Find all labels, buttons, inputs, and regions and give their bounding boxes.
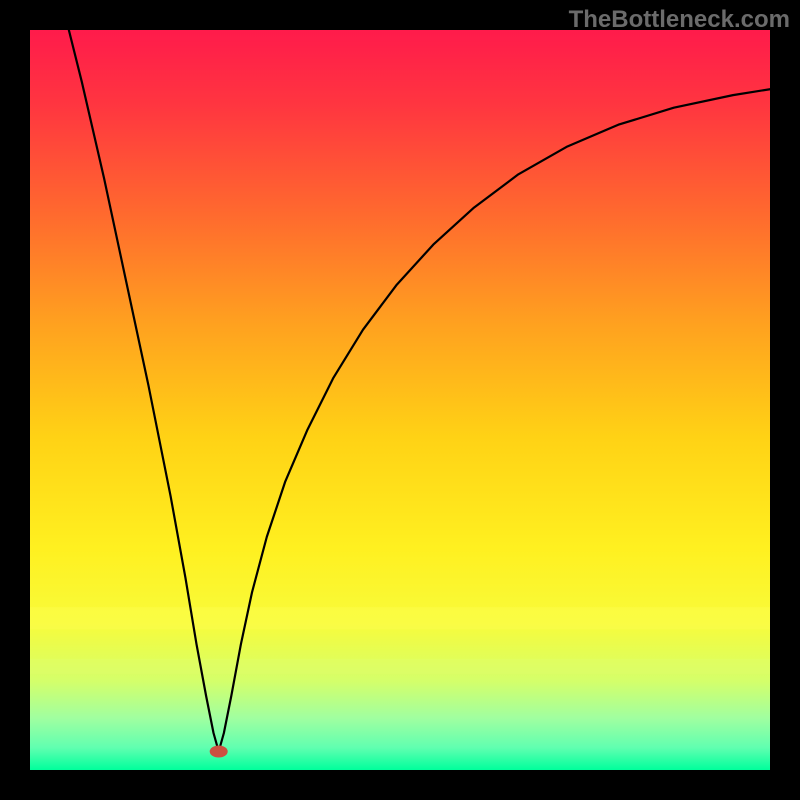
bottleneck-chart: TheBottleneck.com xyxy=(0,0,800,800)
chart-svg xyxy=(0,0,800,800)
optimal-point-marker xyxy=(210,746,228,758)
watermark-text: TheBottleneck.com xyxy=(569,6,790,34)
